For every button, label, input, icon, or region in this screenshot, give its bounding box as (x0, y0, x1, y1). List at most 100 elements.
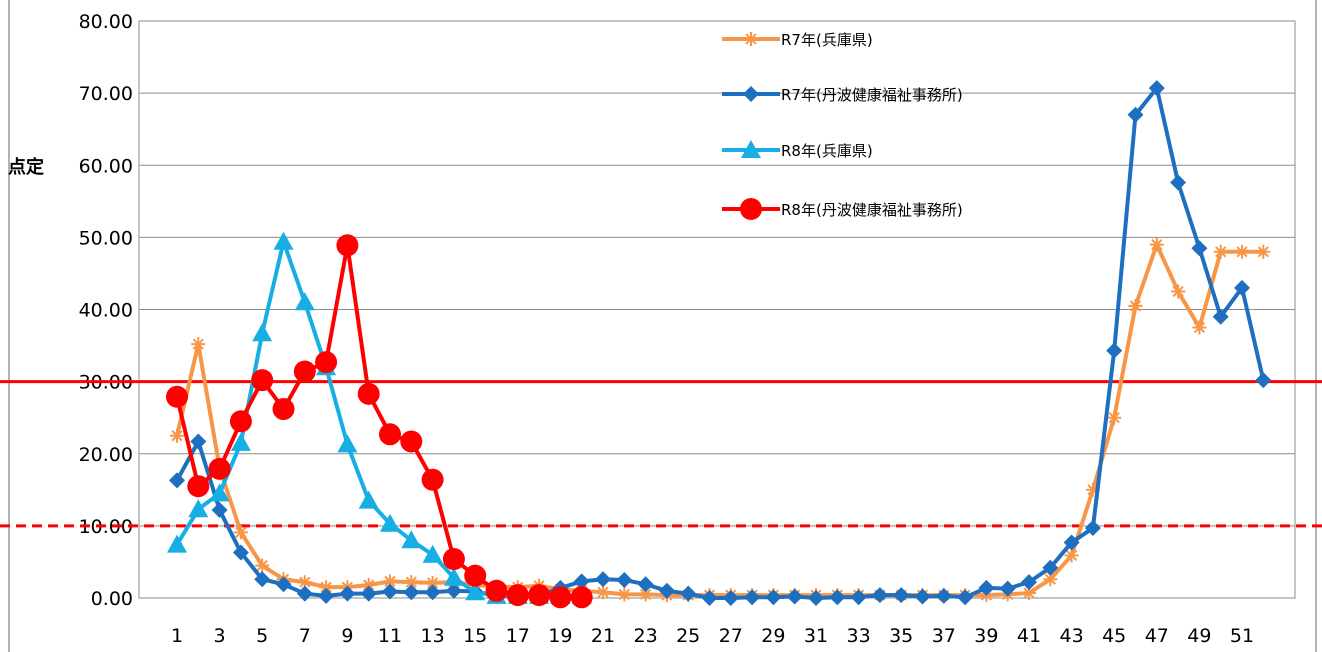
y-tick-label: 70.00 (79, 83, 133, 105)
x-tick-label: 49 (1187, 625, 1211, 647)
legend-label: R7年(丹波健康福祉事務所) (781, 86, 963, 104)
data-point (637, 576, 654, 593)
data-point (465, 582, 486, 601)
data-point (850, 589, 867, 606)
data-point (166, 385, 188, 408)
data-point (808, 590, 824, 606)
data-point (167, 534, 187, 553)
data-point (191, 337, 206, 352)
data-point (170, 428, 184, 443)
legend: R7年(兵庫県) R7年(丹波健康福祉事務所) R8年(兵庫県) R8年(丹波健康福祉… (722, 31, 963, 220)
y-tick-label: 0.00 (91, 588, 133, 610)
data-point (424, 584, 441, 601)
series-4 (166, 234, 593, 609)
data-point (744, 589, 761, 606)
x-tick-label: 33 (847, 625, 871, 647)
x-tick-label: 9 (341, 625, 353, 647)
legend-label: R8年(兵庫県) (781, 142, 873, 160)
y-tick-label: 80.00 (79, 11, 133, 33)
x-tick-label: 27 (719, 625, 743, 647)
data-point (232, 544, 249, 561)
data-point (549, 586, 572, 609)
data-point (1149, 237, 1164, 252)
data-point (294, 292, 315, 311)
data-point (293, 360, 316, 383)
data-point (1171, 284, 1186, 299)
legend-item: R8年(兵庫県) (722, 140, 873, 160)
data-point (190, 433, 207, 450)
y-tick-label: 40.00 (79, 300, 133, 322)
data-point (296, 585, 313, 602)
data-point (765, 589, 782, 606)
data-point (442, 548, 465, 571)
data-point (169, 472, 185, 489)
data-point (506, 584, 529, 607)
data-point (829, 589, 846, 606)
x-tick-label: 45 (1102, 625, 1126, 647)
data-point (273, 231, 294, 250)
data-point (400, 430, 423, 453)
data-point (188, 499, 209, 518)
series-line (175, 242, 1264, 598)
x-tick-label: 3 (214, 625, 226, 647)
data-point (1063, 534, 1080, 551)
data-point (616, 571, 633, 588)
data-point (272, 398, 295, 421)
data-point (360, 585, 377, 602)
x-tick-label: 17 (506, 625, 530, 647)
x-tick-label: 23 (634, 625, 658, 647)
data-point (570, 586, 593, 609)
data-point (209, 483, 230, 502)
data-point (1022, 585, 1036, 600)
x-tick-label: 47 (1145, 625, 1169, 647)
data-point (786, 588, 803, 605)
data-point (379, 423, 401, 446)
data-point (1235, 244, 1249, 259)
data-point (315, 351, 338, 374)
data-point (403, 584, 420, 601)
x-tick-label: 51 (1230, 625, 1254, 647)
data-point (935, 587, 952, 604)
data-point (401, 530, 422, 549)
data-point (422, 544, 443, 563)
x-tick-label: 25 (676, 625, 700, 647)
data-point (1084, 520, 1101, 537)
data-point (658, 582, 675, 599)
data-point (339, 585, 356, 602)
data-point (318, 587, 335, 604)
series-line (175, 86, 1266, 600)
x-tick-label: 39 (974, 625, 998, 647)
data-point (617, 587, 632, 602)
data-point (957, 589, 974, 606)
data-point (914, 588, 931, 605)
data-point (211, 502, 228, 519)
data-point (251, 369, 274, 392)
x-tick-label: 21 (591, 625, 615, 647)
data-point (1107, 410, 1122, 425)
data-point (421, 468, 444, 491)
x-tick-label: 13 (421, 625, 445, 647)
data-point (187, 475, 210, 498)
data-point (1021, 574, 1037, 591)
data-point (230, 432, 251, 451)
data-point (1128, 298, 1143, 313)
data-point (357, 382, 380, 405)
data-point (978, 579, 995, 596)
data-point (1127, 106, 1144, 123)
data-point (893, 587, 910, 604)
y-tick-label: 20.00 (79, 444, 133, 466)
data-point (464, 564, 487, 587)
data-point (275, 576, 292, 593)
x-tick-label: 29 (761, 625, 785, 647)
data-point (1234, 279, 1250, 296)
data-point (443, 567, 464, 586)
legend-label: R8年(丹波健康福祉事務所) (781, 201, 963, 219)
data-point (336, 234, 359, 257)
series-2 (169, 80, 1272, 606)
data-point (1148, 80, 1165, 97)
data-point (254, 571, 271, 588)
data-point (1170, 174, 1187, 191)
reference-lines (0, 380, 1322, 528)
legend-item: R8年(丹波健康福祉事務所) (722, 198, 963, 220)
